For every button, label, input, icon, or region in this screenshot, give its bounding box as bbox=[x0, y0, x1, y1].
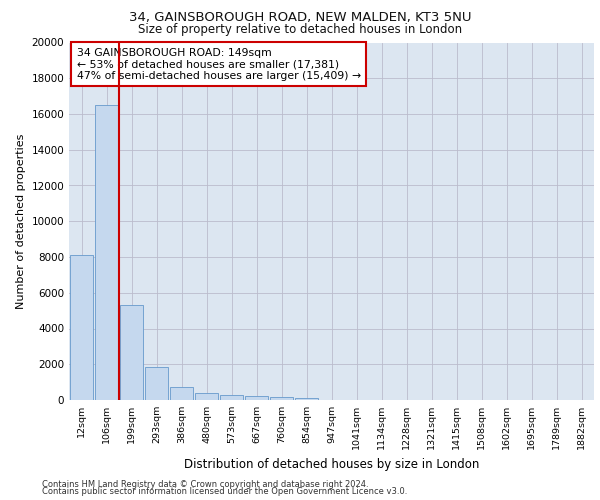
Text: 34, GAINSBOROUGH ROAD, NEW MALDEN, KT3 5NU: 34, GAINSBOROUGH ROAD, NEW MALDEN, KT3 5… bbox=[129, 12, 471, 24]
Y-axis label: Number of detached properties: Number of detached properties bbox=[16, 134, 26, 309]
Text: 34 GAINSBOROUGH ROAD: 149sqm
← 53% of detached houses are smaller (17,381)
47% o: 34 GAINSBOROUGH ROAD: 149sqm ← 53% of de… bbox=[77, 48, 361, 81]
Bar bbox=[220, 395, 244, 400]
Bar bbox=[269, 396, 293, 400]
Bar bbox=[194, 393, 218, 400]
Bar bbox=[170, 386, 193, 400]
Bar bbox=[245, 396, 268, 400]
Text: Contains public sector information licensed under the Open Government Licence v3: Contains public sector information licen… bbox=[42, 488, 407, 496]
Text: Size of property relative to detached houses in London: Size of property relative to detached ho… bbox=[138, 22, 462, 36]
Bar bbox=[295, 398, 319, 400]
X-axis label: Distribution of detached houses by size in London: Distribution of detached houses by size … bbox=[184, 458, 479, 470]
Text: Contains HM Land Registry data © Crown copyright and database right 2024.: Contains HM Land Registry data © Crown c… bbox=[42, 480, 368, 489]
Bar bbox=[145, 367, 169, 400]
Bar bbox=[70, 255, 94, 400]
Bar bbox=[119, 306, 143, 400]
Bar bbox=[95, 105, 118, 400]
